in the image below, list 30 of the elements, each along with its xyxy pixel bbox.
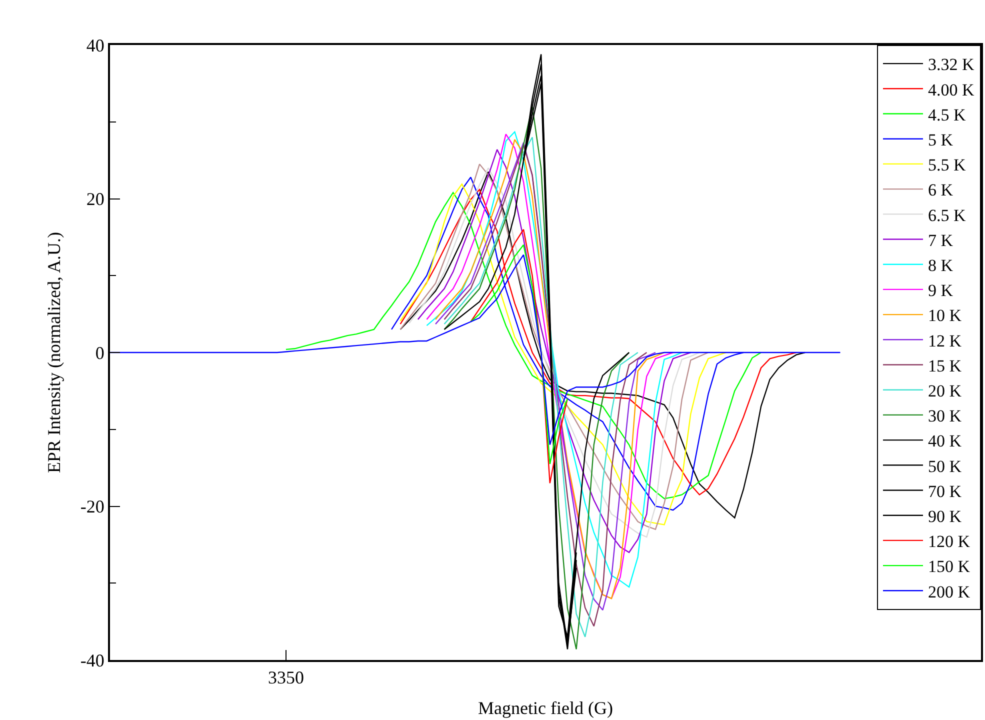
legend-label: 7 K: [928, 230, 954, 250]
y-tick-label: 20: [86, 189, 104, 210]
y-tick-label: -20: [80, 496, 104, 517]
legend-label: 9 K: [928, 281, 954, 300]
legend-label: 50 K: [928, 456, 962, 476]
legend-label: 150 K: [928, 557, 971, 576]
y-tick-label: 40: [86, 35, 104, 56]
legend-label: 40 K: [928, 432, 962, 451]
legend-label: 20 K: [928, 381, 962, 400]
legend-label: 12 K: [928, 331, 962, 350]
legend-label: 10 K: [928, 306, 962, 326]
legend-label: 5.5 K: [928, 156, 966, 175]
y-tick-label: 0: [95, 342, 104, 363]
legend-label: 70 K: [928, 482, 962, 501]
legend-label: 3.32 K: [928, 55, 975, 74]
y-axis-title: EPR Intensity (normalized, A.U.): [44, 232, 64, 473]
legend-label: 90 K: [928, 506, 962, 526]
legend-label: 120 K: [928, 532, 971, 552]
legend-label: 15 K: [928, 356, 962, 376]
legend-label: 4.5 K: [928, 105, 966, 124]
legend-label: 5 K: [928, 130, 954, 150]
legend-label: 30 K: [928, 406, 962, 426]
x-tick-label: 3350: [268, 668, 304, 688]
legend-label: 200 K: [928, 582, 971, 602]
x-axis-title: Magnetic field (G): [478, 698, 613, 718]
y-tick-label: -40: [80, 650, 104, 670]
legend-label: 8 K: [928, 256, 954, 275]
legend-label: 4.00 K: [928, 80, 975, 100]
legend-label: 6 K: [928, 180, 954, 200]
legend-label: 6.5 K: [928, 206, 966, 225]
